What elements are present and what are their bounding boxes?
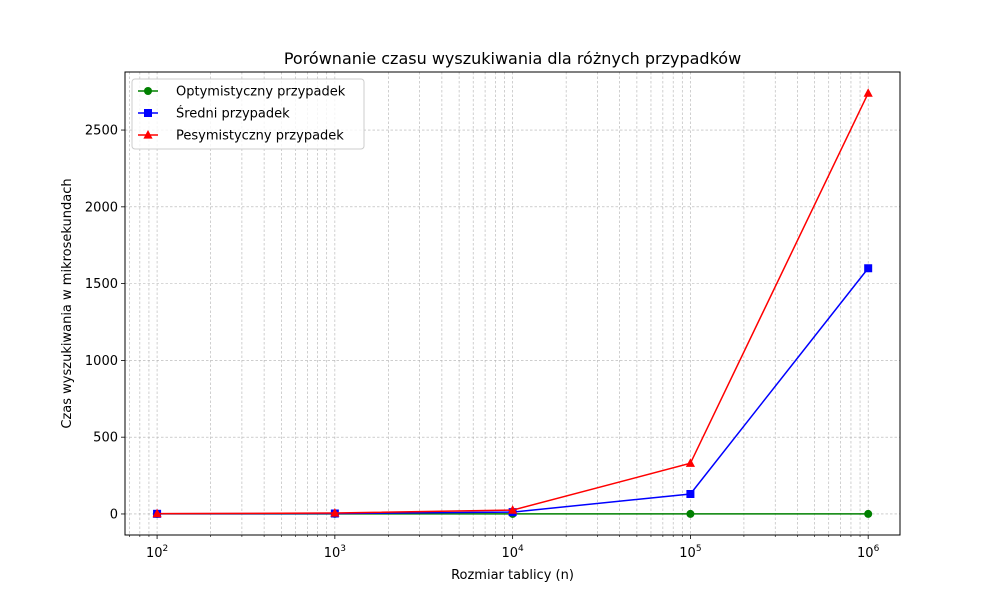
legend-entry: Średni przypadek: [138, 106, 290, 122]
legend: Optymistyczny przypadek Średni przypadek P…: [131, 78, 365, 150]
data-point: [152, 508, 162, 518]
legend-label: Pesymistyczny przypadek: [176, 129, 344, 144]
legend-label: Średni przypadek: [176, 106, 290, 122]
data-point: [686, 489, 695, 498]
data-point: [863, 88, 873, 97]
data-point: [330, 508, 340, 517]
x-tick-label: 106: [857, 544, 880, 561]
data-point: [685, 458, 696, 467]
x-tick-label-base: 10: [857, 546, 874, 561]
data-point: [864, 509, 873, 518]
series-layer: [152, 88, 873, 518]
legend-box: [131, 78, 365, 150]
series-3: [152, 88, 873, 518]
x-tick-label-exponent: 4: [518, 544, 524, 554]
x-axis-label: Rozmiar tablicy (n): [451, 568, 574, 583]
x-tick-label-base: 10: [501, 546, 518, 561]
x-tick-label-exponent: 3: [340, 544, 346, 554]
legend-marker: [144, 109, 152, 117]
series-line: [157, 267, 869, 515]
x-tick-label: 102: [146, 544, 168, 561]
y-tick-label: 0: [110, 507, 118, 522]
legend-marker: [143, 130, 153, 139]
x-tick-label: 103: [324, 544, 346, 561]
x-tick-label-exponent: 6: [874, 544, 880, 554]
legend-label: Optymistyczny przypadek: [176, 85, 346, 100]
y-tick-label: 1000: [85, 354, 118, 369]
legend-marker: [144, 87, 152, 95]
legend-entry: Pesymistyczny przypadek: [138, 129, 344, 144]
y-axis-label: Czas wyszukiwania w mikrosekundach: [60, 178, 75, 428]
y-tick-label: 2000: [85, 200, 118, 215]
x-tick-label-base: 10: [324, 546, 341, 561]
x-tick-label-exponent: 2: [162, 544, 168, 554]
data-point: [686, 509, 695, 518]
y-tick-label: 500: [93, 431, 118, 446]
x-tick-label-base: 10: [146, 546, 163, 561]
data-point: [864, 264, 873, 273]
x-tick-label-exponent: 5: [696, 544, 702, 554]
data-point: [508, 505, 518, 514]
x-tick-label-base: 10: [679, 546, 696, 561]
chart-title: Porównanie czasu wyszukiwania dla różnyc…: [284, 49, 741, 68]
x-tick-label: 104: [501, 544, 524, 561]
y-tick-label: 1500: [85, 277, 118, 292]
legend-entry: Optymistyczny przypadek: [138, 85, 346, 100]
x-tick-label: 105: [679, 544, 701, 561]
y-tick-label: 2500: [85, 124, 118, 139]
